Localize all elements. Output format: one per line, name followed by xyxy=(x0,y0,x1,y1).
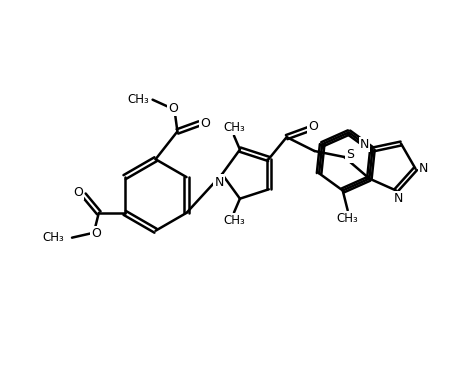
Text: O: O xyxy=(200,117,210,130)
Text: N: N xyxy=(419,162,428,175)
Text: O: O xyxy=(308,120,318,133)
Text: CH₃: CH₃ xyxy=(42,231,64,244)
Text: CH₃: CH₃ xyxy=(337,212,359,225)
Text: O: O xyxy=(169,102,179,115)
Text: CH₃: CH₃ xyxy=(223,121,245,134)
Text: S: S xyxy=(346,149,354,162)
Text: CH₃: CH₃ xyxy=(223,214,245,227)
Text: N: N xyxy=(393,192,403,205)
Text: N: N xyxy=(214,175,224,189)
Text: O: O xyxy=(73,185,83,199)
Text: N: N xyxy=(360,138,369,151)
Text: O: O xyxy=(91,227,101,240)
Text: CH₃: CH₃ xyxy=(127,93,149,106)
